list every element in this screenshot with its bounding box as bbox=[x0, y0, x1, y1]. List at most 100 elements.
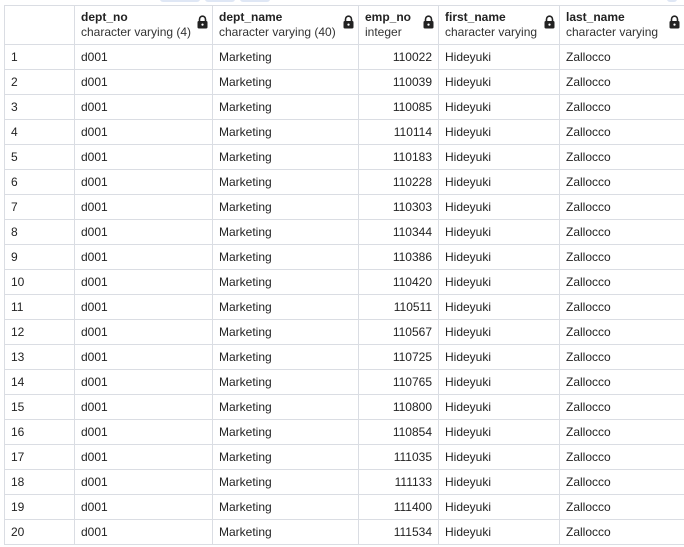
cell-dept-no[interactable]: d001 bbox=[74, 69, 213, 95]
cell-dept-name[interactable]: Marketing bbox=[212, 494, 359, 520]
cell-first-name[interactable]: Hideyuki bbox=[438, 469, 560, 495]
cell-last-name[interactable]: Zallocco bbox=[559, 419, 684, 445]
cell-emp-no[interactable]: 110765 bbox=[358, 369, 439, 395]
row-number[interactable]: 13 bbox=[4, 344, 75, 370]
row-number[interactable]: 12 bbox=[4, 319, 75, 345]
cell-dept-no[interactable]: d001 bbox=[74, 419, 213, 445]
cell-emp-no[interactable]: 110303 bbox=[358, 194, 439, 220]
table-row[interactable]: 13 d001 Marketing 110725 Hideyuki Zallocco bbox=[4, 344, 684, 370]
row-number[interactable]: 9 bbox=[4, 244, 75, 270]
cell-first-name[interactable]: Hideyuki bbox=[438, 494, 560, 520]
cell-dept-no[interactable]: d001 bbox=[74, 144, 213, 170]
table-row[interactable]: 2 d001 Marketing 110039 Hideyuki Zallocco bbox=[4, 69, 684, 95]
cell-dept-no[interactable]: d001 bbox=[74, 94, 213, 120]
cell-last-name[interactable]: Zallocco bbox=[559, 519, 684, 545]
cell-emp-no[interactable]: 110114 bbox=[358, 119, 439, 145]
cell-dept-no[interactable]: d001 bbox=[74, 519, 213, 545]
cell-dept-name[interactable]: Marketing bbox=[212, 94, 359, 120]
cell-dept-name[interactable]: Marketing bbox=[212, 269, 359, 295]
row-number-header[interactable] bbox=[4, 5, 75, 45]
cell-dept-no[interactable]: d001 bbox=[74, 194, 213, 220]
cell-emp-no[interactable]: 110022 bbox=[358, 44, 439, 70]
row-number[interactable]: 14 bbox=[4, 369, 75, 395]
cell-last-name[interactable]: Zallocco bbox=[559, 94, 684, 120]
cell-dept-name[interactable]: Marketing bbox=[212, 469, 359, 495]
cell-first-name[interactable]: Hideyuki bbox=[438, 69, 560, 95]
row-number[interactable]: 16 bbox=[4, 419, 75, 445]
table-row[interactable]: 10 d001 Marketing 110420 Hideyuki Zallocco bbox=[4, 269, 684, 295]
cell-dept-name[interactable]: Marketing bbox=[212, 194, 359, 220]
row-number[interactable]: 6 bbox=[4, 169, 75, 195]
cell-dept-name[interactable]: Marketing bbox=[212, 344, 359, 370]
cell-emp-no[interactable]: 111133 bbox=[358, 469, 439, 495]
row-number[interactable]: 19 bbox=[4, 494, 75, 520]
table-row[interactable]: 19 d001 Marketing 111400 Hideyuki Zallocco bbox=[4, 494, 684, 520]
cell-dept-no[interactable]: d001 bbox=[74, 169, 213, 195]
cell-dept-name[interactable]: Marketing bbox=[212, 319, 359, 345]
row-number[interactable]: 1 bbox=[4, 44, 75, 70]
toolbar-button-fragment[interactable] bbox=[667, 0, 677, 2]
table-row[interactable]: 17 d001 Marketing 111035 Hideyuki Zallocco bbox=[4, 444, 684, 470]
cell-dept-name[interactable]: Marketing bbox=[212, 69, 359, 95]
cell-last-name[interactable]: Zallocco bbox=[559, 269, 684, 295]
cell-dept-name[interactable]: Marketing bbox=[212, 444, 359, 470]
cell-last-name[interactable]: Zallocco bbox=[559, 244, 684, 270]
cell-emp-no[interactable]: 110854 bbox=[358, 419, 439, 445]
cell-dept-no[interactable]: d001 bbox=[74, 269, 213, 295]
cell-emp-no[interactable]: 110800 bbox=[358, 394, 439, 420]
cell-last-name[interactable]: Zallocco bbox=[559, 494, 684, 520]
table-row[interactable]: 18 d001 Marketing 111133 Hideyuki Zallocco bbox=[4, 469, 684, 495]
cell-emp-no[interactable]: 110725 bbox=[358, 344, 439, 370]
cell-dept-name[interactable]: Marketing bbox=[212, 394, 359, 420]
column-header-emp-no[interactable]: emp_no integer bbox=[358, 5, 439, 45]
cell-first-name[interactable]: Hideyuki bbox=[438, 194, 560, 220]
column-header-dept-no[interactable]: dept_no character varying (4) bbox=[74, 5, 213, 45]
cell-emp-no[interactable]: 110567 bbox=[358, 319, 439, 345]
cell-first-name[interactable]: Hideyuki bbox=[438, 119, 560, 145]
cell-first-name[interactable]: Hideyuki bbox=[438, 519, 560, 545]
toolbar-button-fragment[interactable] bbox=[205, 0, 235, 2]
cell-emp-no[interactable]: 110420 bbox=[358, 269, 439, 295]
cell-last-name[interactable]: Zallocco bbox=[559, 444, 684, 470]
cell-dept-no[interactable]: d001 bbox=[74, 44, 213, 70]
cell-dept-name[interactable]: Marketing bbox=[212, 44, 359, 70]
cell-emp-no[interactable]: 110039 bbox=[358, 69, 439, 95]
cell-first-name[interactable]: Hideyuki bbox=[438, 94, 560, 120]
cell-emp-no[interactable]: 110228 bbox=[358, 169, 439, 195]
table-row[interactable]: 5 d001 Marketing 110183 Hideyuki Zallocco bbox=[4, 144, 684, 170]
cell-dept-no[interactable]: d001 bbox=[74, 344, 213, 370]
cell-emp-no[interactable]: 111035 bbox=[358, 444, 439, 470]
table-row[interactable]: 1 d001 Marketing 110022 Hideyuki Zallocco bbox=[4, 44, 684, 70]
cell-dept-name[interactable]: Marketing bbox=[212, 294, 359, 320]
cell-emp-no[interactable]: 111400 bbox=[358, 494, 439, 520]
cell-first-name[interactable]: Hideyuki bbox=[438, 394, 560, 420]
row-number[interactable]: 2 bbox=[4, 69, 75, 95]
cell-first-name[interactable]: Hideyuki bbox=[438, 294, 560, 320]
row-number[interactable]: 18 bbox=[4, 469, 75, 495]
table-row[interactable]: 8 d001 Marketing 110344 Hideyuki Zallocco bbox=[4, 219, 684, 245]
row-number[interactable]: 10 bbox=[4, 269, 75, 295]
table-row[interactable]: 15 d001 Marketing 110800 Hideyuki Zallocco bbox=[4, 394, 684, 420]
cell-emp-no[interactable]: 110386 bbox=[358, 244, 439, 270]
cell-dept-no[interactable]: d001 bbox=[74, 244, 213, 270]
column-header-last-name[interactable]: last_name character varying bbox=[559, 5, 684, 45]
cell-first-name[interactable]: Hideyuki bbox=[438, 419, 560, 445]
cell-emp-no[interactable]: 110511 bbox=[358, 294, 439, 320]
cell-dept-no[interactable]: d001 bbox=[74, 294, 213, 320]
row-number[interactable]: 8 bbox=[4, 219, 75, 245]
cell-dept-no[interactable]: d001 bbox=[74, 319, 213, 345]
row-number[interactable]: 11 bbox=[4, 294, 75, 320]
column-header-first-name[interactable]: first_name character varying bbox=[438, 5, 560, 45]
cell-dept-name[interactable]: Marketing bbox=[212, 419, 359, 445]
table-row[interactable]: 7 d001 Marketing 110303 Hideyuki Zallocco bbox=[4, 194, 684, 220]
cell-dept-no[interactable]: d001 bbox=[74, 444, 213, 470]
cell-emp-no[interactable]: 110344 bbox=[358, 219, 439, 245]
cell-dept-name[interactable]: Marketing bbox=[212, 119, 359, 145]
cell-first-name[interactable]: Hideyuki bbox=[438, 244, 560, 270]
cell-dept-no[interactable]: d001 bbox=[74, 219, 213, 245]
cell-last-name[interactable]: Zallocco bbox=[559, 44, 684, 70]
cell-dept-name[interactable]: Marketing bbox=[212, 144, 359, 170]
cell-first-name[interactable]: Hideyuki bbox=[438, 169, 560, 195]
table-row[interactable]: 6 d001 Marketing 110228 Hideyuki Zallocco bbox=[4, 169, 684, 195]
cell-dept-no[interactable]: d001 bbox=[74, 469, 213, 495]
